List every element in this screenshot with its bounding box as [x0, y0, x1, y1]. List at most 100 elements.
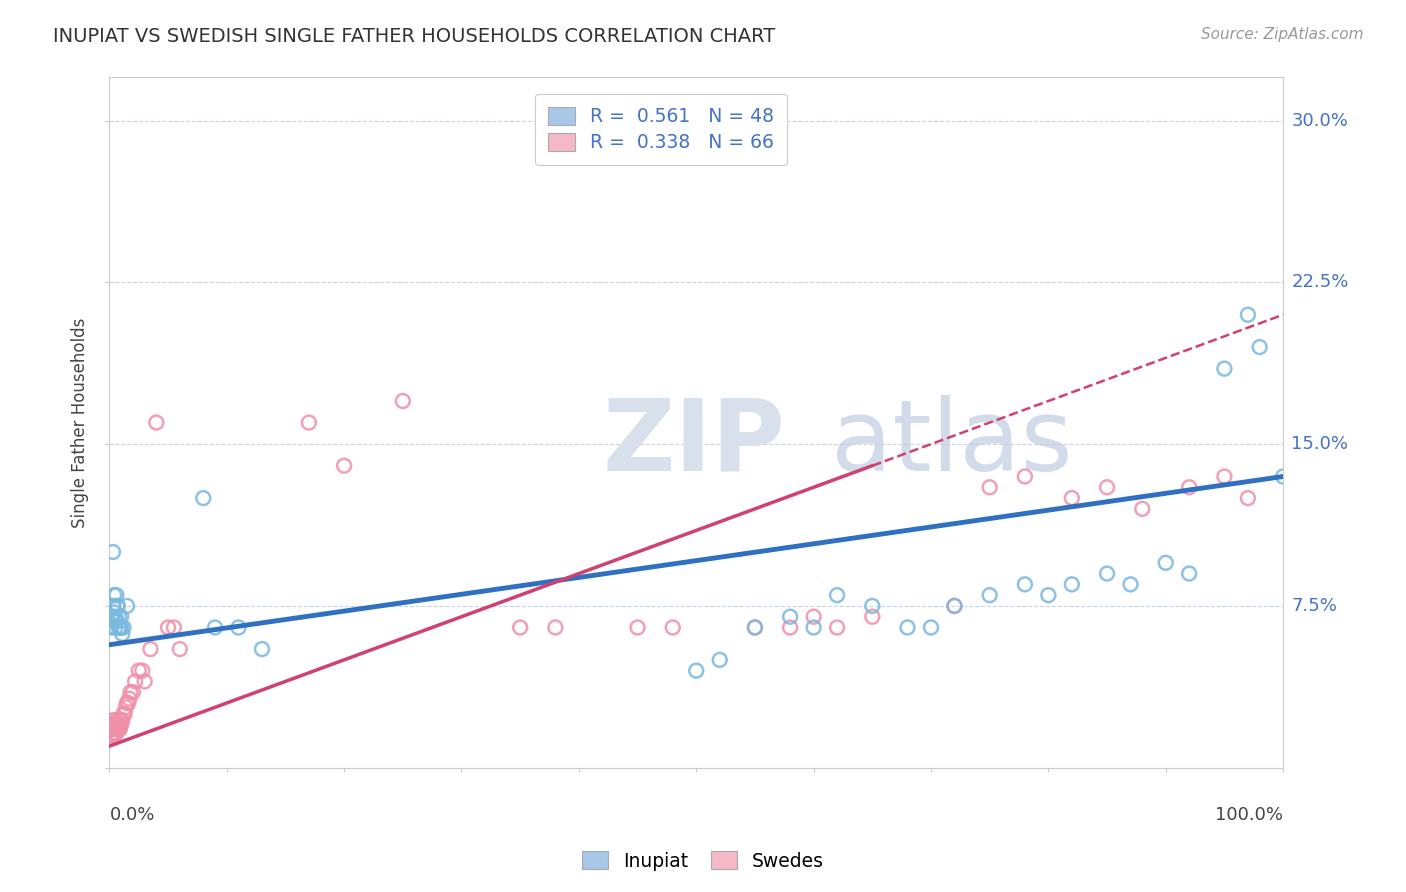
Point: [105, 726, 128, 740]
Point: [112, 706, 135, 721]
Point: [1060, 577, 1083, 591]
Point: [101, 717, 124, 731]
Point: [803, 620, 825, 634]
Point: [107, 717, 129, 731]
Point: [107, 620, 129, 634]
Point: [110, 717, 132, 731]
Legend: Inupiat, Swedes: Inupiat, Swedes: [575, 844, 831, 878]
Point: [115, 599, 138, 613]
Point: [860, 609, 883, 624]
Point: [803, 609, 825, 624]
Point: [115, 696, 138, 710]
Point: [107, 722, 129, 736]
Point: [110, 713, 132, 727]
Point: [661, 620, 683, 634]
Point: [124, 674, 146, 689]
Text: 22.5%: 22.5%: [1292, 273, 1348, 292]
Text: 7.5%: 7.5%: [1292, 597, 1337, 615]
Text: 0.0%: 0.0%: [110, 805, 155, 823]
Point: [1237, 491, 1260, 505]
Point: [100, 722, 122, 736]
Point: [105, 588, 128, 602]
Point: [979, 480, 1001, 494]
Point: [110, 609, 132, 624]
Point: [101, 713, 124, 727]
Point: [112, 620, 135, 634]
Point: [117, 696, 139, 710]
Point: [107, 722, 129, 736]
Point: [1213, 361, 1236, 376]
Point: [100, 609, 122, 624]
Point: [103, 726, 125, 740]
Point: [1060, 491, 1083, 505]
Text: Source: ZipAtlas.com: Source: ZipAtlas.com: [1201, 27, 1364, 42]
Point: [103, 606, 125, 620]
Point: [103, 717, 125, 731]
Point: [111, 627, 134, 641]
Point: [157, 620, 180, 634]
Point: [108, 620, 131, 634]
Point: [1130, 501, 1153, 516]
Point: [1095, 480, 1118, 494]
Point: [100, 722, 122, 736]
Point: [709, 653, 731, 667]
Point: [139, 642, 162, 657]
Point: [943, 599, 966, 613]
Point: [1178, 566, 1201, 581]
Point: [107, 599, 129, 613]
Point: [896, 620, 918, 634]
Point: [779, 609, 801, 624]
Point: [104, 726, 127, 740]
Text: 15.0%: 15.0%: [1292, 435, 1348, 453]
Point: [228, 620, 250, 634]
Point: [114, 706, 136, 721]
Point: [131, 664, 153, 678]
Point: [333, 458, 356, 473]
Point: [107, 599, 129, 613]
Point: [128, 664, 150, 678]
Point: [298, 416, 321, 430]
Point: [101, 728, 124, 742]
Point: [391, 394, 413, 409]
Point: [1272, 469, 1295, 483]
Text: 30.0%: 30.0%: [1292, 112, 1348, 129]
Point: [107, 717, 129, 731]
Legend: R =  0.561   N = 48, R =  0.338   N = 66: R = 0.561 N = 48, R = 0.338 N = 66: [536, 94, 787, 165]
Point: [250, 642, 273, 657]
Point: [744, 620, 766, 634]
Point: [108, 722, 131, 736]
Point: [108, 620, 131, 634]
Point: [100, 728, 122, 742]
Point: [105, 717, 128, 731]
Point: [101, 545, 124, 559]
Point: [825, 620, 848, 634]
Text: 100.0%: 100.0%: [1215, 805, 1284, 823]
Y-axis label: Single Father Households: Single Father Households: [72, 318, 89, 528]
Point: [101, 614, 124, 628]
Point: [943, 599, 966, 613]
Point: [121, 685, 143, 699]
Point: [860, 599, 883, 613]
Point: [744, 620, 766, 634]
Point: [105, 614, 128, 628]
Point: [103, 722, 125, 736]
Point: [104, 609, 127, 624]
Point: [163, 620, 186, 634]
Point: [104, 722, 127, 736]
Point: [1213, 469, 1236, 483]
Point: [105, 722, 128, 736]
Point: [169, 642, 191, 657]
Point: [100, 717, 122, 731]
Point: [825, 588, 848, 602]
Point: [118, 691, 141, 706]
Point: [111, 713, 134, 727]
Point: [145, 416, 167, 430]
Point: [100, 620, 122, 634]
Text: ZIP: ZIP: [602, 395, 785, 491]
Point: [1154, 556, 1177, 570]
Point: [685, 664, 707, 678]
Point: [193, 491, 215, 505]
Point: [120, 685, 142, 699]
Text: INUPIAT VS SWEDISH SINGLE FATHER HOUSEHOLDS CORRELATION CHART: INUPIAT VS SWEDISH SINGLE FATHER HOUSEHO…: [53, 27, 776, 45]
Point: [104, 713, 127, 727]
